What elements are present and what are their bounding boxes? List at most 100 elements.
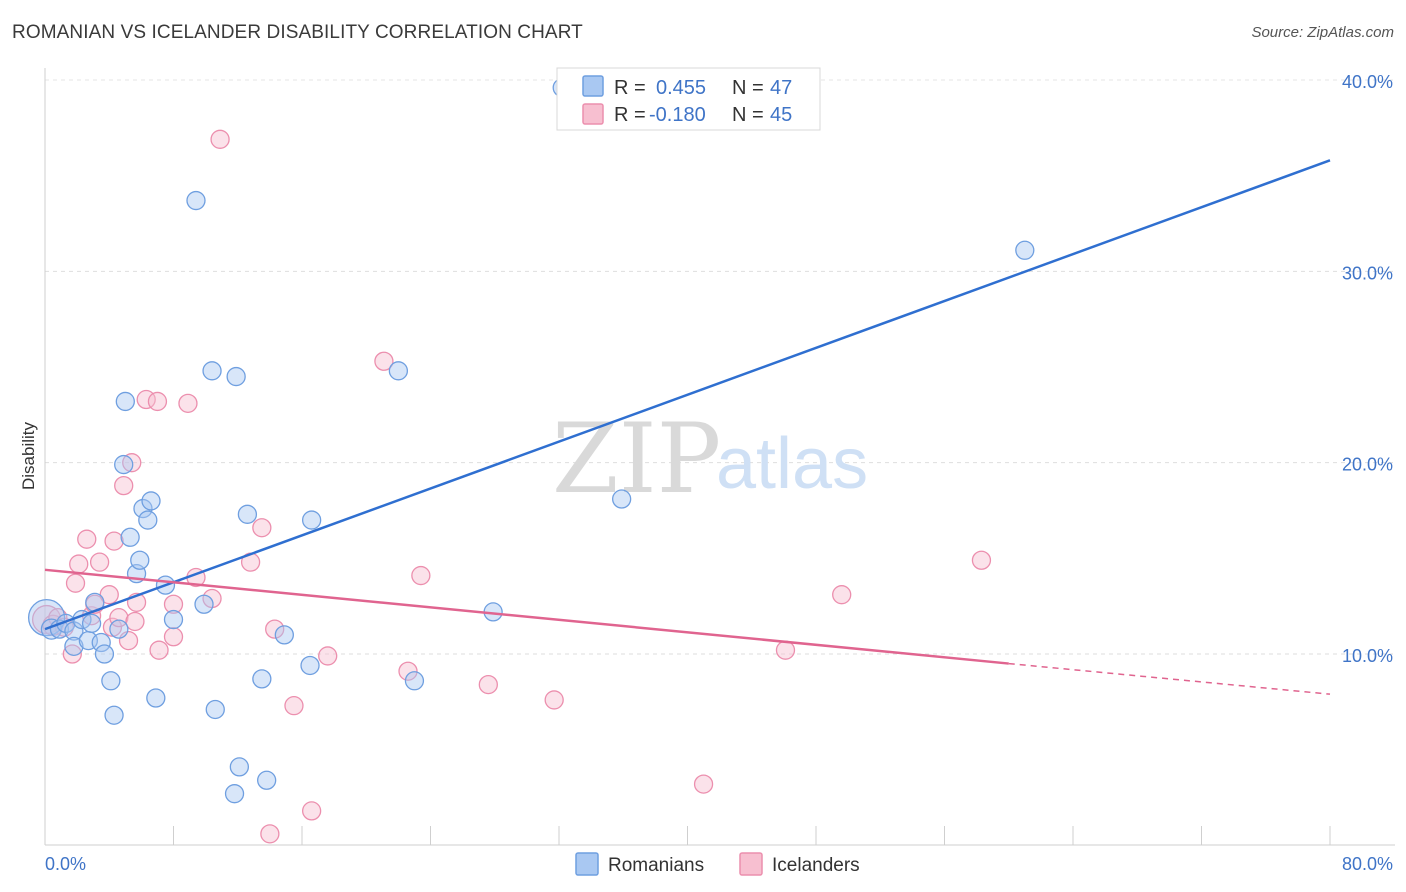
icelander-point-41 xyxy=(693,774,714,794)
romanian-point-40 xyxy=(404,671,425,691)
y-tick-label-10: 10.0% xyxy=(1342,646,1393,666)
y-tick-label-30: 30.0% xyxy=(1342,263,1393,283)
icelander-point-17 xyxy=(122,453,142,473)
icelander-point-33 xyxy=(301,801,322,821)
icelander-point-7 xyxy=(77,529,97,549)
icelander-point-31 xyxy=(265,619,285,639)
icelanders-trend-extension xyxy=(1008,662,1331,695)
y-axis-label: Disability xyxy=(19,421,38,490)
icelanders-legend-label: Icelanders xyxy=(772,855,860,876)
icelander-point-13 xyxy=(104,531,124,551)
romanian-point-13 xyxy=(104,705,124,725)
icelanders-n-label: N = xyxy=(732,104,764,126)
icelander-point-4 xyxy=(62,644,82,664)
icelanders-trend-line xyxy=(44,568,1009,665)
icelander-point-6 xyxy=(69,554,89,574)
romanian-point-34 xyxy=(252,669,272,689)
romanians-n-value: 47 xyxy=(770,77,792,99)
romanian-point-22 xyxy=(141,491,161,511)
series-legend: Romanians Icelanders xyxy=(575,852,860,876)
icelander-point-43 xyxy=(832,585,852,605)
romanian-point-12 xyxy=(101,671,121,691)
icelander-point-23 xyxy=(163,627,184,647)
romanian-point-29 xyxy=(205,699,225,720)
icelander-point-15 xyxy=(114,475,134,496)
romanian-point-23 xyxy=(146,688,166,708)
romanians-r-value: 0.455 xyxy=(656,77,706,99)
watermark-atlas: atlas xyxy=(716,424,868,504)
icelander-point-5 xyxy=(65,573,86,593)
romanian-point-8 xyxy=(81,613,102,634)
y-tick-label-40: 40.0% xyxy=(1342,72,1393,92)
tick-labels: 10.0% 20.0% 30.0% 40.0% 0.0% 80.0% xyxy=(45,72,1393,874)
icelanders-legend-swatch xyxy=(582,103,604,125)
watermark-zip: ZIP xyxy=(552,403,721,515)
romanian-point-31 xyxy=(229,757,250,777)
icelander-point-10 xyxy=(89,552,110,572)
icelander-point-32 xyxy=(284,696,304,716)
romanian-point-25 xyxy=(163,609,184,630)
romanian-point-27 xyxy=(194,594,214,614)
romanian-point-5 xyxy=(64,636,84,656)
romanian-point-26 xyxy=(186,190,206,211)
romanian-point-14 xyxy=(109,619,129,639)
chart-title: ROMANIAN VS ICELANDER DISABILITY CORRELA… xyxy=(12,22,583,43)
icelander-point-30 xyxy=(252,518,272,538)
source-label: Source: ZipAtlas.com xyxy=(1251,24,1394,41)
romanian-point-15 xyxy=(115,391,135,412)
romanians-r-label: R = xyxy=(614,77,646,99)
romanian-point-19 xyxy=(130,550,150,570)
x-tick-label-min: 0.0% xyxy=(45,854,86,874)
romanian-point-21 xyxy=(138,510,158,530)
romanian-point-38 xyxy=(301,510,322,530)
icelander-point-42 xyxy=(775,640,796,660)
romanian-point-39 xyxy=(388,361,409,381)
y-tick-label-20: 20.0% xyxy=(1342,455,1393,475)
romanian-point-16 xyxy=(114,454,134,475)
romanians-trend-line xyxy=(44,159,1331,631)
icelander-point-34 xyxy=(260,824,280,844)
romanian-point-33 xyxy=(237,504,258,524)
icelander-point-40 xyxy=(544,690,564,710)
romanian-point-37 xyxy=(300,655,320,676)
romanian-point-10 xyxy=(91,632,111,653)
icelander-point-22 xyxy=(149,640,169,660)
romanian-point-32 xyxy=(224,784,245,804)
icelanders-r-value: -0.180 xyxy=(649,104,706,126)
romanians-swatch xyxy=(575,852,599,876)
x-tick-label-max: 80.0% xyxy=(1342,854,1393,874)
icelander-point-37 xyxy=(398,661,418,681)
romanian-point-28 xyxy=(202,361,222,381)
romanian-point-20 xyxy=(133,498,153,519)
romanian-point-17 xyxy=(120,527,140,547)
romanians-n-label: N = xyxy=(732,77,764,99)
icelander-point-35 xyxy=(318,646,338,666)
romanian-point-36 xyxy=(274,625,294,645)
stats-legend: R = 0.455 N = 47 R = -0.180 N = 45 xyxy=(556,67,821,131)
icelanders-n-value: 45 xyxy=(770,104,792,126)
icelander-point-28 xyxy=(210,129,230,149)
trend-lines xyxy=(44,159,1331,695)
icelander-point-44 xyxy=(971,550,992,570)
icelander-point-24 xyxy=(163,594,184,614)
axes xyxy=(44,68,1395,846)
icelanders-r-label: R = xyxy=(614,104,646,126)
icelander-point-25 xyxy=(178,393,198,414)
icelander-point-39 xyxy=(478,674,498,695)
romanians-legend-swatch xyxy=(582,75,604,97)
romanian-point-30 xyxy=(226,366,246,387)
icelander-point-38 xyxy=(411,565,431,586)
icelanders-swatch xyxy=(739,852,763,876)
icelander-point-14 xyxy=(109,607,129,628)
icelander-point-36 xyxy=(374,351,394,371)
icelander-point-19 xyxy=(125,611,145,632)
icelander-point-21 xyxy=(147,391,168,412)
romanians-legend-label: Romanians xyxy=(608,855,704,876)
romanian-point-42 xyxy=(611,489,632,509)
romanian-point-0 xyxy=(27,598,66,637)
romanian-point-44 xyxy=(1015,240,1035,260)
data-points xyxy=(27,78,1035,844)
romanian-point-11 xyxy=(94,644,115,664)
romanian-point-35 xyxy=(257,770,277,790)
